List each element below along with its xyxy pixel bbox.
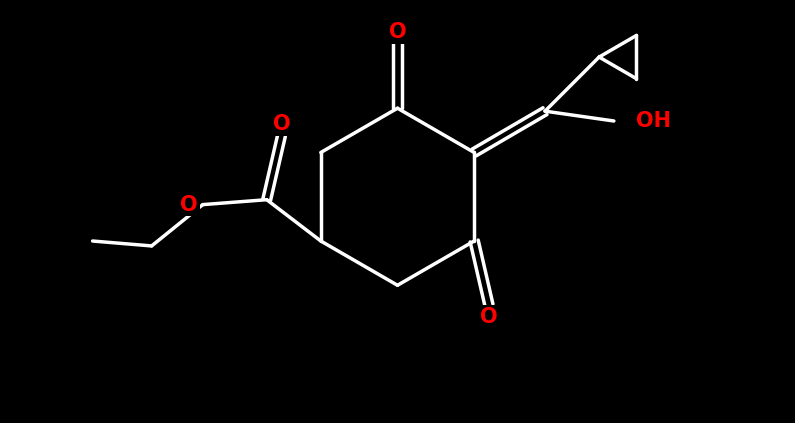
Text: O: O [480,307,498,327]
Text: OH: OH [635,111,670,131]
Text: O: O [180,195,198,214]
Text: O: O [389,22,406,42]
Text: O: O [273,114,290,134]
